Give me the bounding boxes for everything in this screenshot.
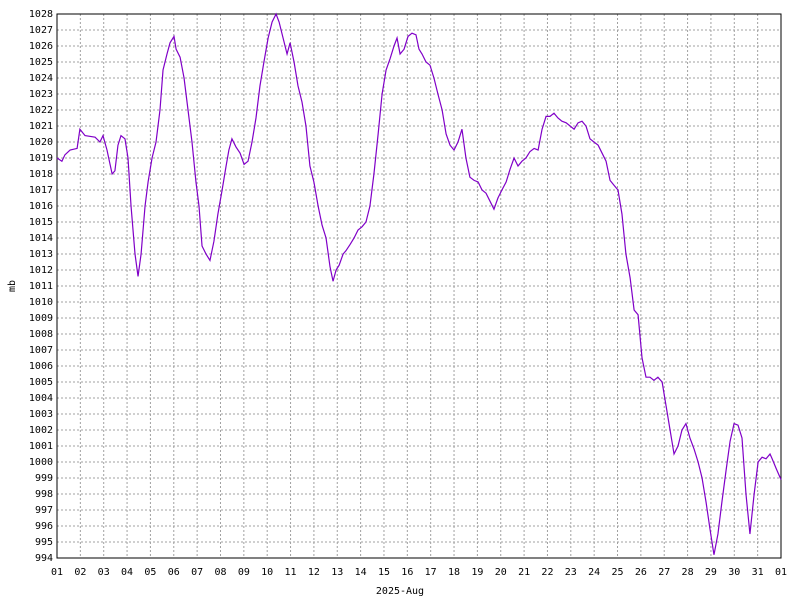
x-tick-label: 09 <box>238 567 250 578</box>
x-tick-label: 10 <box>261 567 273 578</box>
y-tick-label: 1002 <box>29 425 53 436</box>
x-tick-label: 11 <box>285 567 297 578</box>
x-tick-label: 25 <box>611 567 623 578</box>
x-tick-label: 02 <box>74 567 86 578</box>
x-tick-label: 28 <box>682 567 694 578</box>
x-tick-label: 16 <box>401 567 413 578</box>
x-tick-label: 07 <box>191 567 203 578</box>
y-tick-label: 1013 <box>29 249 53 260</box>
y-tick-label: 1007 <box>29 345 53 356</box>
x-tick-label: 08 <box>214 567 226 578</box>
x-tick-label: 12 <box>308 567 320 578</box>
x-tick-label: 15 <box>378 567 390 578</box>
pressure-line <box>56 12 782 555</box>
x-tick-label: 22 <box>541 567 553 578</box>
y-tick-label: 998 <box>35 489 53 500</box>
x-tick-label: 01 <box>51 567 63 578</box>
y-tick-label: 996 <box>35 521 53 532</box>
x-tick-label: 19 <box>471 567 483 578</box>
plot-frame <box>56 13 782 559</box>
y-tick-label: 1003 <box>29 409 53 420</box>
y-tick-label: 1016 <box>29 201 53 212</box>
y-tick-label: 1027 <box>29 25 53 36</box>
y-tick-label: 1006 <box>29 361 53 372</box>
y-tick-label: 1008 <box>29 329 53 340</box>
x-tick-label: 06 <box>168 567 180 578</box>
x-tick-label: 30 <box>728 567 740 578</box>
x-tick-label: 13 <box>331 567 343 578</box>
y-tick-label: 1026 <box>29 41 53 52</box>
y-tick-label: 994 <box>35 553 53 564</box>
y-tick-label: 997 <box>35 505 53 516</box>
x-tick-label: 27 <box>658 567 670 578</box>
y-tick-label: 1005 <box>29 377 53 388</box>
x-tick-label: 18 <box>448 567 460 578</box>
x-tick-label: 29 <box>705 567 717 578</box>
y-tick-label: 1022 <box>29 105 53 116</box>
x-tick-label: 04 <box>121 567 133 578</box>
y-tick-label: 1012 <box>29 265 53 276</box>
x-axis-label: 2025-Aug <box>376 586 424 597</box>
x-tick-label: 14 <box>355 567 367 578</box>
y-tick-label: 1015 <box>29 217 53 228</box>
x-tick-label: 01 <box>775 567 787 578</box>
y-tick-label: 1023 <box>29 89 53 100</box>
x-tick-label: 05 <box>144 567 156 578</box>
y-tick-label: 1009 <box>29 313 53 324</box>
y-tick-label: 1021 <box>29 121 53 132</box>
x-tick-label: 17 <box>425 567 437 578</box>
x-tick-label: 24 <box>588 567 600 578</box>
x-tick-label: 23 <box>565 567 577 578</box>
y-tick-label: 995 <box>35 537 53 548</box>
y-tick-label: 1011 <box>29 281 53 292</box>
x-tick-label: 03 <box>98 567 110 578</box>
y-tick-label: 1001 <box>29 441 53 452</box>
y-tick-label: 1024 <box>29 73 53 84</box>
y-tick-label: 1004 <box>29 393 53 404</box>
y-tick-label: 1000 <box>29 457 53 468</box>
x-tick-label: 20 <box>495 567 507 578</box>
y-tick-label: 1028 <box>29 9 53 20</box>
y-tick-label: 1018 <box>29 169 53 180</box>
x-tick-label: 21 <box>518 567 530 578</box>
y-tick-label: 1019 <box>29 153 53 164</box>
y-tick-label: 1025 <box>29 57 53 68</box>
y-tick-label: 1014 <box>29 233 53 244</box>
x-tick-label: 31 <box>752 567 764 578</box>
y-axis-label: mb <box>7 280 18 292</box>
y-tick-label: 1017 <box>29 185 53 196</box>
x-tick-label: 26 <box>635 567 647 578</box>
y-tick-label: 1010 <box>29 297 53 308</box>
y-tick-label: 999 <box>35 473 53 484</box>
y-tick-label: 1020 <box>29 137 53 148</box>
